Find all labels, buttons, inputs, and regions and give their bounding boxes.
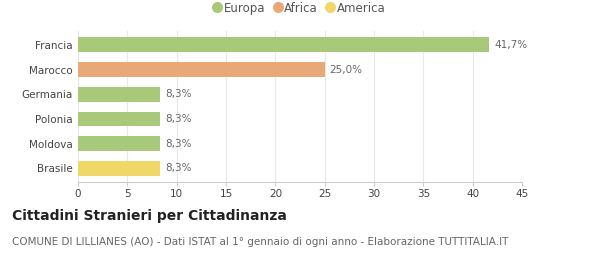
Text: COMUNE DI LILLIANES (AO) - Dati ISTAT al 1° gennaio di ogni anno - Elaborazione : COMUNE DI LILLIANES (AO) - Dati ISTAT al… (12, 237, 508, 246)
Legend: Europa, Africa, America: Europa, Africa, America (209, 0, 391, 19)
Text: 8,3%: 8,3% (165, 114, 191, 124)
Text: 8,3%: 8,3% (165, 89, 191, 99)
Text: 25,0%: 25,0% (329, 64, 362, 75)
Text: 8,3%: 8,3% (165, 163, 191, 173)
Text: Cittadini Stranieri per Cittadinanza: Cittadini Stranieri per Cittadinanza (12, 209, 287, 223)
Bar (78, 37, 490, 52)
Bar (78, 112, 160, 126)
Text: 41,7%: 41,7% (494, 40, 527, 50)
Text: 8,3%: 8,3% (165, 139, 191, 149)
Bar (78, 136, 160, 151)
Bar (78, 62, 325, 77)
Bar (78, 87, 160, 102)
Bar (78, 161, 160, 176)
